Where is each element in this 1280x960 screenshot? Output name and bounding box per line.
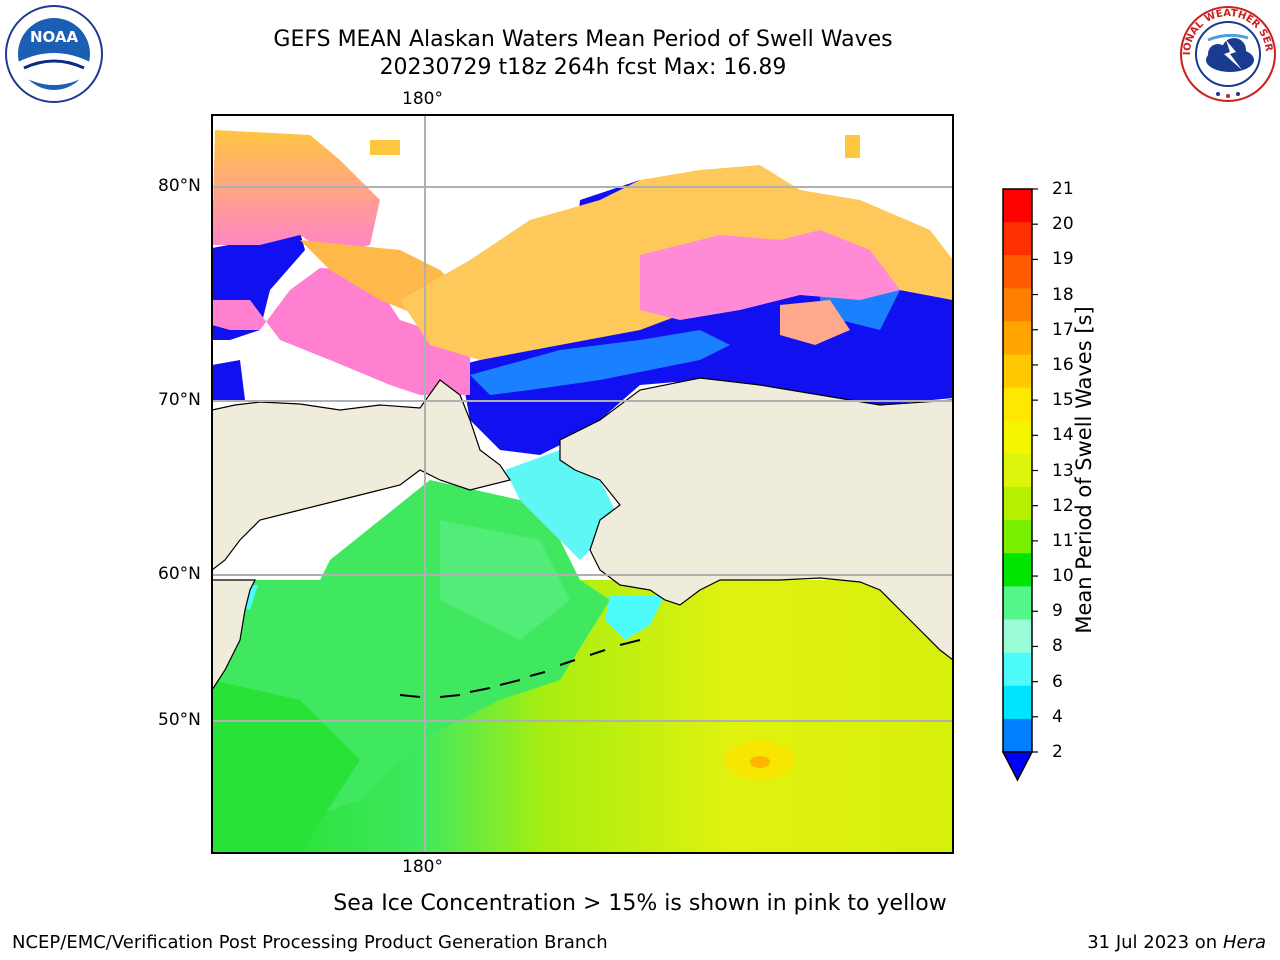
noaa-logo-text: NOAA bbox=[30, 28, 79, 46]
lightning-icon bbox=[1224, 40, 1242, 70]
colorbar-swatch bbox=[1003, 586, 1032, 621]
colorbar-title: Mean Period of Swell Waves [s] bbox=[1072, 306, 1096, 634]
footer-credit: NCEP/EMC/Verification Post Processing Pr… bbox=[12, 932, 608, 953]
colorbar-tick-label: 11 bbox=[1052, 530, 1074, 551]
map-area bbox=[212, 115, 953, 853]
colorbar-extend-arrow bbox=[1001, 751, 1034, 782]
colorbar-swatch bbox=[1003, 222, 1032, 256]
colorbar-tick-label: 8 bbox=[1052, 636, 1063, 657]
colorbar-swatch bbox=[1003, 321, 1032, 356]
footer-date: 31 Jul 2023 on Hera bbox=[1087, 932, 1266, 953]
gridlines bbox=[212, 115, 953, 853]
colorbar-tick-label: 16 bbox=[1052, 354, 1074, 375]
colorbar-swatch bbox=[1003, 387, 1032, 422]
colorbar-tick-label: 17 bbox=[1052, 319, 1074, 340]
sea-ice-field bbox=[212, 130, 953, 395]
colorbar-swatch bbox=[1003, 553, 1032, 587]
colorbar-tick-label: 6 bbox=[1052, 671, 1063, 692]
colorbar-tick-label: 20 bbox=[1052, 214, 1074, 235]
colorbar-swatch bbox=[1003, 189, 1032, 223]
colorbar-tick-label: 4 bbox=[1052, 706, 1063, 727]
aleutian-islands bbox=[399, 639, 641, 698]
colorbar-swatch bbox=[1003, 619, 1032, 654]
colorbar bbox=[1003, 188, 1038, 753]
colorbar-swatch bbox=[1003, 685, 1032, 720]
colorbar-swatch bbox=[1003, 520, 1032, 554]
colorbar-tick-label: 19 bbox=[1052, 249, 1074, 270]
colorbar-swatch bbox=[1003, 453, 1032, 488]
colorbar-swatch bbox=[1003, 487, 1032, 521]
colorbar-tick-label: 10 bbox=[1052, 566, 1074, 587]
lat-label-70: 70°N bbox=[158, 390, 201, 410]
colorbar-swatch bbox=[1003, 420, 1032, 455]
lat-label-80: 80°N bbox=[158, 176, 201, 196]
footer-machine: Hera bbox=[1222, 932, 1266, 953]
land bbox=[212, 377, 953, 692]
lat-label-50: 50°N bbox=[158, 710, 201, 730]
colorbar-swatch bbox=[1003, 354, 1032, 389]
colorbar-tick-label: 15 bbox=[1052, 390, 1074, 411]
map-frame bbox=[211, 114, 954, 854]
colorbar-swatch bbox=[1003, 718, 1032, 753]
colorbar-tick-label: 9 bbox=[1052, 601, 1063, 622]
pacific-swell-field bbox=[212, 480, 953, 853]
footer-date-text: 31 Jul 2023 on bbox=[1087, 932, 1218, 953]
map-title: GEFS MEAN Alaskan Waters Mean Period of … bbox=[273, 27, 893, 52]
noaa-wave-icon bbox=[18, 53, 90, 85]
colorbar-tick-label: 14 bbox=[1052, 425, 1074, 446]
lon-label-bottom: 180° bbox=[402, 857, 443, 877]
map-subtitle: 20230729 t18z 264h fcst Max: 16.89 bbox=[379, 55, 787, 80]
colorbar-swatch bbox=[1003, 255, 1032, 289]
nws-logo: NATIONAL WEATHER SERVICE bbox=[1178, 4, 1276, 102]
colorbar-tick-label: 12 bbox=[1052, 495, 1074, 516]
colorbar-swatch bbox=[1003, 288, 1032, 322]
lon-label-top: 180° bbox=[402, 89, 443, 109]
colorbar-tick-label: 18 bbox=[1052, 284, 1074, 305]
noaa-logo: NOAA bbox=[5, 5, 103, 103]
colorbar-tick-label: 21 bbox=[1052, 179, 1074, 199]
colorbar-swatch bbox=[1003, 652, 1032, 687]
lat-label-60: 60°N bbox=[158, 564, 201, 584]
colorbar-tick-label: 2 bbox=[1052, 742, 1063, 762]
colorbar-tick-label: 13 bbox=[1052, 460, 1074, 481]
bering-strait-swell bbox=[505, 450, 620, 560]
sea-ice-note: Sea Ice Concentration > 15% is shown in … bbox=[333, 891, 947, 916]
